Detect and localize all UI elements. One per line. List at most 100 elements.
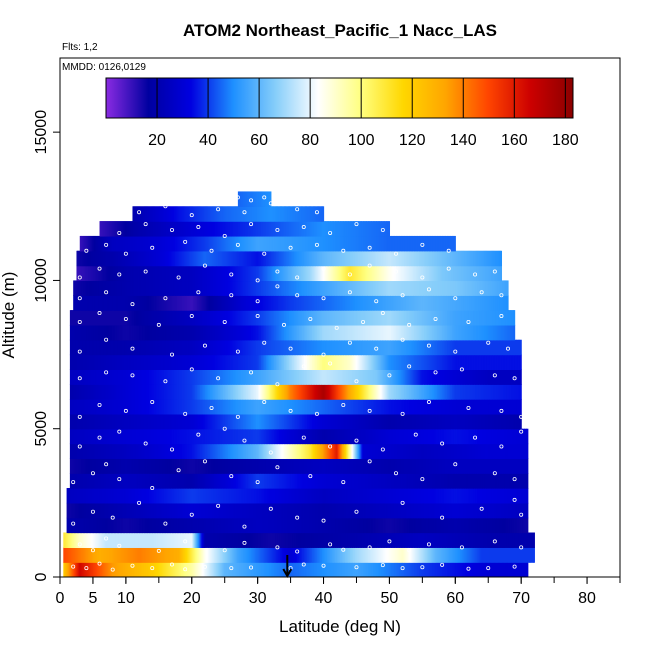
heatmap-cell xyxy=(384,473,387,489)
heatmap-cell xyxy=(73,547,75,563)
heatmap-cell xyxy=(247,354,251,370)
heatmap-cell xyxy=(463,384,466,400)
heatmap-cell xyxy=(374,562,377,577)
heatmap-cell xyxy=(260,547,263,563)
heatmap-cell xyxy=(323,547,326,563)
heatmap-cell xyxy=(290,428,293,445)
heatmap-cell xyxy=(495,428,498,445)
heatmap-cell xyxy=(265,428,269,445)
heatmap-cell xyxy=(292,354,295,370)
heatmap-cell xyxy=(362,384,364,400)
heatmap-cell xyxy=(432,443,435,459)
heatmap-cell xyxy=(117,399,120,415)
heatmap-cell xyxy=(432,547,434,563)
heatmap-cell xyxy=(135,413,139,430)
heatmap-cell xyxy=(308,369,311,385)
heatmap-cell xyxy=(196,354,199,370)
heatmap-cell xyxy=(508,413,511,430)
heatmap-cell xyxy=(214,488,218,504)
heatmap-cell xyxy=(204,473,208,489)
heatmap-cell xyxy=(160,488,163,504)
heatmap-cell xyxy=(346,488,349,504)
heatmap-cell xyxy=(424,502,427,519)
heatmap-cell xyxy=(267,562,270,577)
heatmap-cell xyxy=(262,339,265,356)
heatmap-cell xyxy=(76,399,79,415)
heatmap-cell xyxy=(211,384,214,400)
heatmap-cell xyxy=(422,473,425,489)
heatmap-cell xyxy=(343,488,346,504)
heatmap-cell xyxy=(310,369,313,385)
heatmap-cell xyxy=(180,354,183,370)
heatmap-cell xyxy=(438,428,442,445)
heatmap-cell xyxy=(488,532,490,548)
heatmap-cell xyxy=(78,488,81,504)
heatmap-cell xyxy=(224,443,227,459)
heatmap-cell xyxy=(265,413,269,430)
heatmap-cell xyxy=(338,488,341,504)
heatmap-cell xyxy=(447,562,450,577)
heatmap-cell xyxy=(196,562,199,577)
heatmap-cell xyxy=(130,532,133,548)
heatmap-cell xyxy=(81,547,83,563)
heatmap-cell xyxy=(229,413,232,430)
heatmap-cell xyxy=(424,458,427,474)
heatmap-cell xyxy=(172,562,174,577)
heatmap-cell xyxy=(89,443,92,459)
heatmap-cell xyxy=(79,532,82,548)
heatmap-cell xyxy=(510,369,512,385)
heatmap-cell xyxy=(175,532,178,548)
heatmap-cell xyxy=(150,488,153,504)
heatmap-cell xyxy=(518,473,522,489)
heatmap-cell xyxy=(356,384,358,400)
heatmap-cell xyxy=(114,369,117,385)
heatmap-cell xyxy=(97,562,99,577)
heatmap-cell xyxy=(110,399,113,415)
heatmap-cell xyxy=(290,413,293,430)
heatmap-cell xyxy=(495,502,498,519)
heatmap-cell xyxy=(417,384,420,400)
heatmap-cell xyxy=(365,547,368,563)
heatmap-cell xyxy=(158,532,160,548)
heatmap-cell xyxy=(144,532,146,548)
heatmap-cell xyxy=(466,443,470,459)
heatmap-cell xyxy=(193,369,196,385)
heatmap-cell xyxy=(282,473,285,489)
heatmap-cell xyxy=(262,354,265,370)
heatmap-cell xyxy=(453,384,456,400)
heatmap-cell xyxy=(324,443,327,459)
heatmap-cell xyxy=(231,339,234,356)
heatmap-cell xyxy=(209,488,213,504)
heatmap-cell xyxy=(266,384,269,400)
heatmap-cell xyxy=(162,458,165,474)
heatmap-cell xyxy=(443,502,447,519)
heatmap-cell xyxy=(321,458,325,474)
heatmap-cell xyxy=(285,354,288,370)
heatmap-cell xyxy=(189,532,192,548)
heatmap-cell xyxy=(156,547,159,563)
heatmap-cell xyxy=(90,369,93,385)
heatmap-cell xyxy=(382,384,385,400)
heatmap-cell xyxy=(488,369,490,385)
heatmap-cell xyxy=(359,443,362,459)
heatmap-cell xyxy=(150,354,153,370)
heatmap-cell xyxy=(289,547,292,563)
heatmap-cell xyxy=(239,517,242,534)
heatmap-cell xyxy=(488,547,491,563)
heatmap-cell xyxy=(181,384,185,400)
heatmap-cell xyxy=(142,413,145,430)
heatmap-cell xyxy=(193,399,196,415)
heatmap-cell xyxy=(381,473,384,489)
heatmap-cell xyxy=(155,413,158,430)
heatmap-cell xyxy=(79,413,82,430)
heatmap-cell xyxy=(351,384,353,400)
heatmap-cell xyxy=(93,473,96,489)
heatmap-cell xyxy=(190,562,193,577)
heatmap-cell xyxy=(161,562,163,577)
heatmap-cell xyxy=(332,443,335,459)
heatmap-cell xyxy=(120,562,123,577)
heatmap-cell xyxy=(380,384,382,400)
heatmap-cell xyxy=(460,399,463,415)
heatmap-cell xyxy=(87,532,89,548)
heatmap-cell xyxy=(340,443,342,459)
